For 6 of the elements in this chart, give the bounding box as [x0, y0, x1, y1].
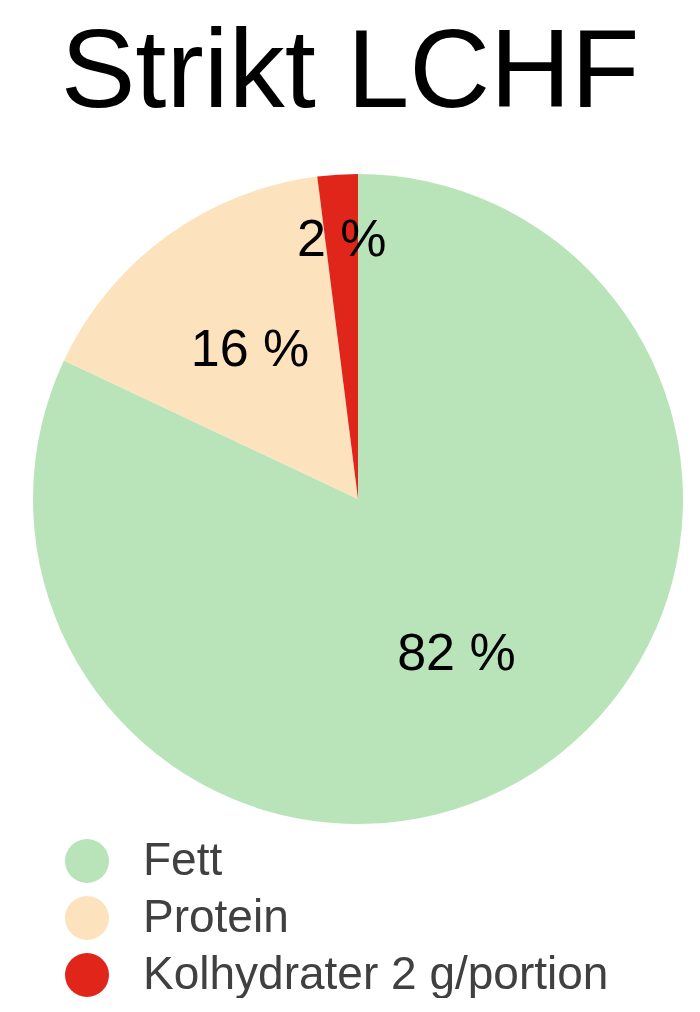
legend-label: Protein — [143, 890, 289, 942]
data-label: 82 % — [397, 623, 516, 682]
legend-label: Fett — [143, 833, 223, 885]
pie-slice — [33, 174, 683, 824]
chart-title: Strikt LCHF — [60, 6, 640, 131]
data-label: 16 % — [190, 319, 310, 378]
